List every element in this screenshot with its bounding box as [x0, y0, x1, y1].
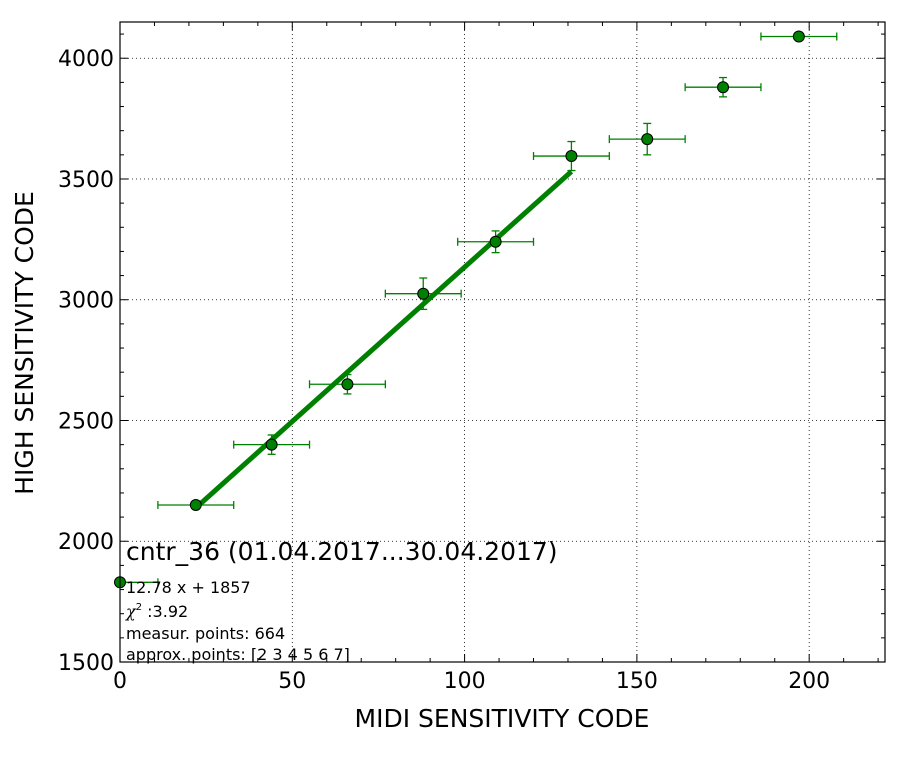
- data-point: [717, 81, 730, 94]
- fit-line-layer: [194, 169, 574, 510]
- x-tick-label: 50: [278, 669, 306, 694]
- fit-line: [194, 169, 574, 510]
- fit-equation: 12.78 x + 1857: [126, 578, 251, 597]
- data-point: [417, 287, 430, 300]
- grid: [120, 22, 885, 662]
- chart-title: cntr_36 (01.04.2017...30.04.2017): [126, 537, 558, 566]
- data-point: [189, 499, 202, 512]
- data-point: [565, 150, 578, 163]
- error-bars: [120, 32, 838, 587]
- data-point: [792, 30, 805, 43]
- chi2-value: :3.92: [142, 602, 188, 621]
- data-points: [114, 30, 805, 589]
- chi2-superscript: 2: [136, 602, 142, 613]
- y-tick-label: 3500: [58, 168, 114, 193]
- x-tick-labels: 0 50 100 150 200: [113, 669, 830, 694]
- y-tick-label: 4000: [58, 47, 114, 72]
- x-tick-label: 200: [788, 669, 830, 694]
- plot-frame: [119, 21, 886, 663]
- x-axis-label: MIDI SENSITIVITY CODE: [355, 704, 650, 733]
- y-tick-label: 2000: [58, 530, 114, 555]
- data-point: [341, 378, 354, 391]
- data-point: [489, 235, 502, 248]
- y-tick-label: 2500: [58, 409, 114, 434]
- chi2-symbol: χ: [125, 602, 137, 621]
- y-axis-label: HIGH SENSITIVITY CODE: [10, 191, 39, 495]
- measur-points: measur. points: 664: [126, 624, 285, 643]
- y-tick-label: 1500: [58, 651, 114, 676]
- y-tick-label: 3000: [58, 289, 114, 314]
- data-point: [265, 438, 278, 451]
- approx-points: approx. points: [2 3 4 5 6 7]: [126, 645, 350, 664]
- tick-marks: [119, 22, 885, 663]
- x-tick-label: 100: [444, 669, 486, 694]
- x-tick-label: 0: [113, 669, 127, 694]
- y-tick-labels: 1500 2000 2500 3000 3500 4000: [58, 47, 114, 676]
- chi2-text: χ2 :3.92: [125, 602, 188, 621]
- x-tick-label: 150: [616, 669, 658, 694]
- data-point: [641, 133, 654, 146]
